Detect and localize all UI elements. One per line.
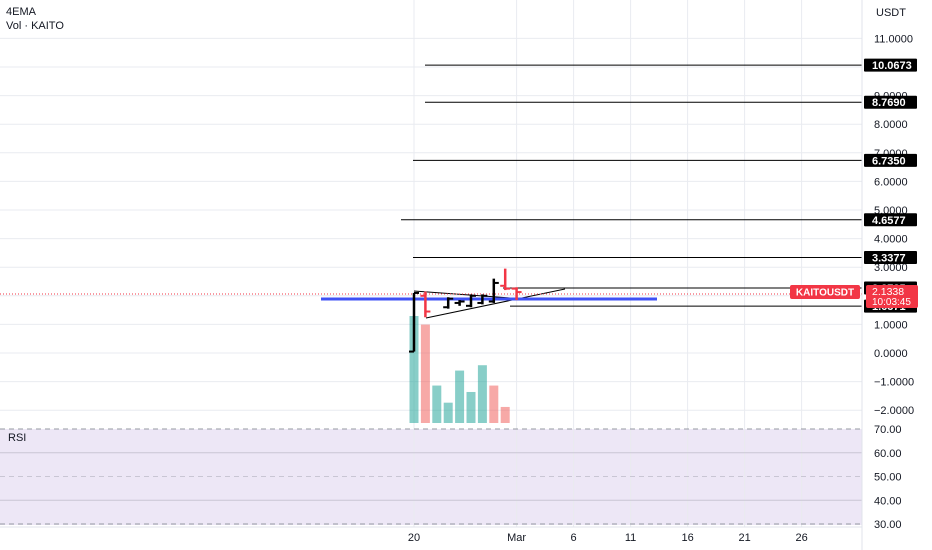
symbol-badge-text: KAITOUSDT <box>796 288 854 299</box>
triangle-pattern[interactable] <box>413 288 566 319</box>
volume-bars <box>409 316 510 423</box>
level-badge-label: 3.3377 <box>872 253 906 265</box>
price-badge-countdown: 10:03:45 <box>872 297 911 308</box>
level-badge <box>864 251 917 265</box>
level-badge <box>864 213 917 227</box>
volume-legend[interactable]: Vol · KAITO <box>6 20 64 32</box>
rsi-tick-label: 70.00 <box>874 424 902 436</box>
time-tick-label: 11 <box>625 532 636 544</box>
current-price-badge: KAITOUSDT 2.1338 10:03:45 <box>790 285 918 308</box>
level-badge-label: 10.0673 <box>872 60 912 72</box>
indicator-legend[interactable]: 4EMA <box>6 6 36 18</box>
price-tick-label: 6.0000 <box>874 176 908 188</box>
volume-bar <box>432 385 442 423</box>
rsi-tick-label: 30.00 <box>874 519 902 531</box>
volume-bar <box>489 385 499 423</box>
volume-bar <box>443 402 453 423</box>
horizontal-grid <box>0 37 862 411</box>
time-tick-label: 20 <box>408 532 420 544</box>
time-axis[interactable]: 20 Mar 6 11 16 21 26 <box>408 532 808 544</box>
rsi-axis: 70.00 60.00 50.00 40.00 30.00 <box>874 424 902 531</box>
rsi-grid <box>0 428 862 525</box>
level-badge <box>864 58 917 72</box>
rsi-label[interactable]: RSI <box>8 432 26 444</box>
level-badge-label: 4.6577 <box>872 215 906 227</box>
level-badge <box>864 153 917 167</box>
price-badge <box>866 285 918 308</box>
price-badge-value: 2.1338 <box>872 286 904 298</box>
rsi-tick-label: 60.00 <box>874 448 902 460</box>
volume-bar <box>466 391 476 423</box>
rsi-background <box>0 429 862 525</box>
time-tick-label: 21 <box>738 532 750 544</box>
symbol-badge <box>790 285 860 299</box>
vertical-grid <box>413 0 803 527</box>
price-tick-label: −2.0000 <box>874 405 914 417</box>
price-tick-label: 8.0000 <box>874 119 908 131</box>
time-tick-label: 6 <box>571 532 577 544</box>
price-tick-label: 0.0000 <box>874 348 908 360</box>
candles <box>409 268 522 353</box>
volume-bar <box>477 365 487 423</box>
volume-bar <box>409 316 419 423</box>
rsi-tick-label: 40.00 <box>874 495 902 507</box>
price-tick-label: 11.0000 <box>874 33 913 45</box>
time-tick-label: 16 <box>681 532 693 544</box>
currency-label[interactable]: USDT <box>876 7 906 19</box>
level-badge-label: 8.7690 <box>872 97 906 109</box>
drawn-levels[interactable] <box>401 64 862 307</box>
time-tick-label: 26 <box>795 532 807 544</box>
level-badge-label: 6.7350 <box>872 155 906 167</box>
rsi-tick-label: 50.00 <box>874 472 902 484</box>
volume-bar <box>455 370 465 423</box>
level-badge <box>864 95 917 109</box>
volume-bar <box>420 324 430 423</box>
volume-bar <box>500 406 510 423</box>
time-tick-label: Mar <box>507 532 526 544</box>
price-tick-label: 1.0000 <box>874 319 908 331</box>
price-tick-label: 4.0000 <box>874 234 908 246</box>
price-tick-label: 3.0000 <box>874 262 908 274</box>
pattern-lower-line[interactable] <box>425 288 566 319</box>
price-tick-label: −1.0000 <box>874 377 914 389</box>
